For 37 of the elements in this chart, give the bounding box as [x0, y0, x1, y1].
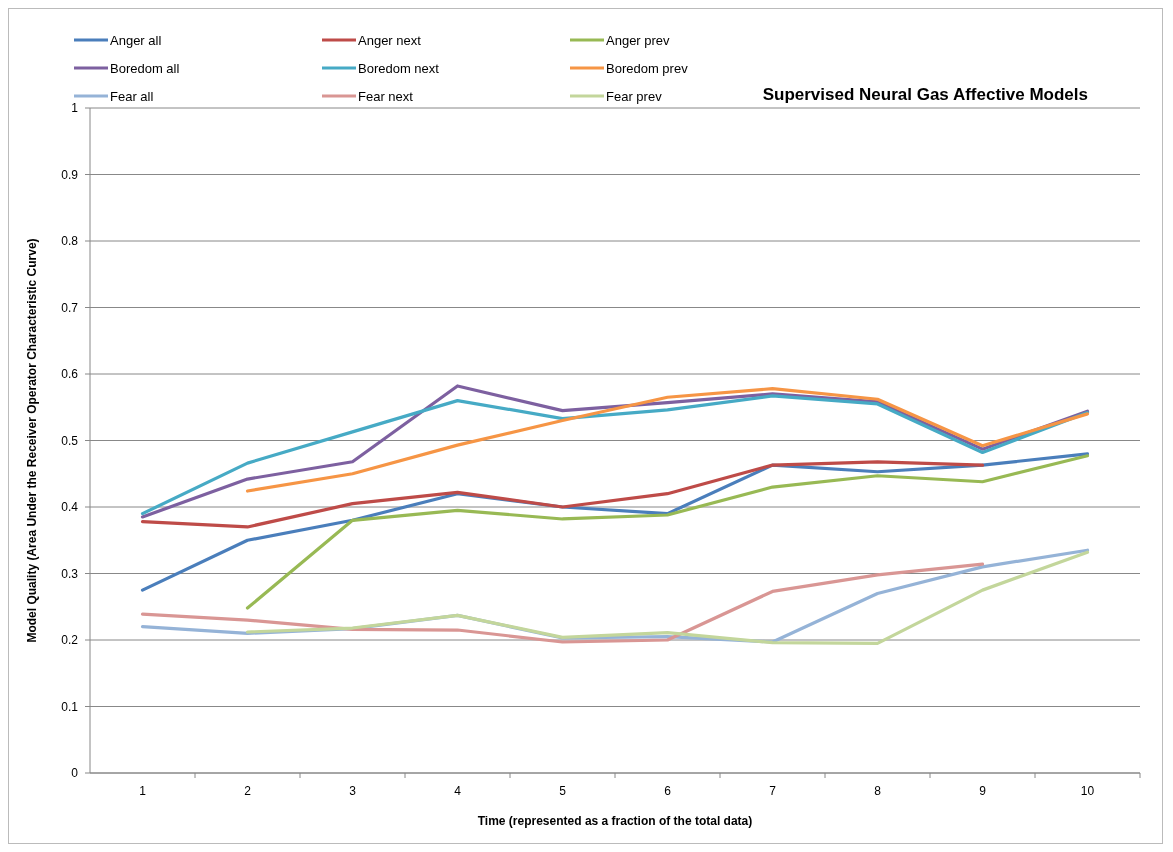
y-tick-label: 0.2 — [61, 633, 79, 648]
y-tick-label: 1 — [71, 101, 79, 116]
legend-label: Fear next — [358, 88, 414, 104]
y-tick-label: 0.3 — [61, 566, 79, 581]
x-tick-label: 7 — [769, 784, 777, 798]
x-axis-title: Time (represented as a fraction of the total data) — [477, 814, 753, 828]
x-tick-label: 6 — [664, 784, 672, 798]
line-series — [245, 387, 1090, 493]
x-tick-label: 2 — [244, 784, 252, 798]
x-tick-label: 10 — [1080, 784, 1095, 798]
x-tick-label: 3 — [349, 784, 357, 798]
y-tick-label: 0 — [71, 766, 79, 781]
legend-label: Anger prev — [606, 32, 671, 48]
chart-title: Supervised Neural Gas Affective Models — [762, 85, 1088, 104]
legend-label: Anger next — [358, 32, 422, 48]
legend-label: Fear all — [110, 88, 154, 104]
line-series — [245, 454, 1090, 610]
x-tick-label: 1 — [139, 784, 147, 798]
x-tick-label: 8 — [874, 784, 882, 798]
legend-label: Anger all — [110, 32, 162, 48]
y-tick-label: 0.8 — [61, 234, 79, 249]
x-tick-label: 4 — [454, 784, 462, 798]
legend-label: Boredom all — [110, 60, 180, 76]
y-tick-label: 0.5 — [61, 433, 79, 448]
legend-label: Boredom prev — [606, 60, 689, 76]
x-tick-label: 9 — [979, 784, 987, 798]
legend-label: Boredom next — [358, 60, 440, 76]
y-tick-label: 0.7 — [61, 300, 79, 315]
legend-label: Fear prev — [606, 88, 663, 104]
line-series — [140, 460, 985, 529]
y-tick-label: 0.6 — [61, 367, 79, 382]
y-axis-title: Model Quality (Area Under the Receiver Operator Characteristic Curve) — [25, 238, 39, 643]
line-series — [140, 562, 985, 644]
y-tick-label: 0.9 — [61, 167, 79, 182]
x-tick-label: 5 — [559, 784, 567, 798]
y-tick-label: 0.1 — [61, 699, 79, 714]
y-tick-label: 0.4 — [61, 500, 79, 515]
